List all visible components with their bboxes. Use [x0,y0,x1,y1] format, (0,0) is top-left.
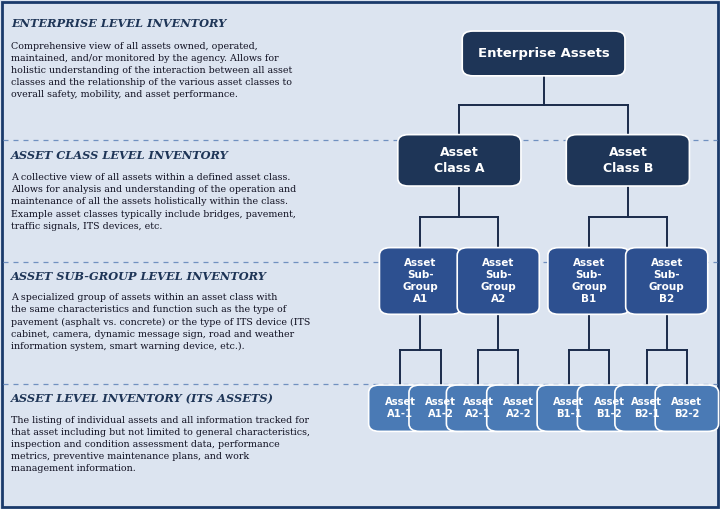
Text: ENTERPRISE LEVEL INVENTORY: ENTERPRISE LEVEL INVENTORY [11,18,226,29]
Text: A specialized group of assets within an asset class with
the same characteristic: A specialized group of assets within an … [11,293,310,351]
FancyBboxPatch shape [626,247,708,315]
Text: Asset
A1-1: Asset A1-1 [384,397,416,419]
Text: Comprehensive view of all assets owned, operated,
maintained, and/or monitored b: Comprehensive view of all assets owned, … [11,42,292,99]
Text: Asset
A2-1: Asset A2-1 [462,397,494,419]
Text: Asset
B2-2: Asset B2-2 [671,397,703,419]
FancyBboxPatch shape [446,385,510,432]
Text: Asset
B2-1: Asset B2-1 [631,397,662,419]
FancyBboxPatch shape [487,385,550,432]
FancyBboxPatch shape [457,247,539,315]
Text: Asset
Sub-
Group
A2: Asset Sub- Group A2 [480,258,516,304]
FancyBboxPatch shape [462,31,625,76]
Text: Enterprise Assets: Enterprise Assets [478,47,609,60]
Text: Asset
Sub-
Group
A1: Asset Sub- Group A1 [402,258,438,304]
Text: Asset
Class A: Asset Class A [434,146,485,175]
FancyBboxPatch shape [615,385,678,432]
Text: Asset
A1-2: Asset A1-2 [425,397,456,419]
Text: Asset
Class B: Asset Class B [603,146,653,175]
FancyBboxPatch shape [537,385,600,432]
Text: ASSET LEVEL INVENTORY (ITS ASSETS): ASSET LEVEL INVENTORY (ITS ASSETS) [11,393,274,404]
Text: ASSET CLASS LEVEL INVENTORY: ASSET CLASS LEVEL INVENTORY [11,150,228,161]
FancyBboxPatch shape [409,385,472,432]
FancyBboxPatch shape [577,385,641,432]
Text: Asset
Sub-
Group
B1: Asset Sub- Group B1 [571,258,607,304]
Text: Asset
B1-1: Asset B1-1 [553,397,585,419]
FancyBboxPatch shape [548,247,630,315]
FancyBboxPatch shape [379,247,462,315]
FancyBboxPatch shape [655,385,719,432]
FancyBboxPatch shape [369,385,432,432]
FancyBboxPatch shape [397,135,521,186]
Text: Asset
Sub-
Group
B2: Asset Sub- Group B2 [649,258,685,304]
FancyBboxPatch shape [566,135,690,186]
Text: Asset
A2-2: Asset A2-2 [503,397,534,419]
FancyBboxPatch shape [3,2,392,507]
Text: Asset
B1-2: Asset B1-2 [593,397,625,419]
Text: The listing of individual assets and all information tracked for
that asset incl: The listing of individual assets and all… [11,416,310,473]
Text: ASSET SUB-GROUP LEVEL INVENTORY: ASSET SUB-GROUP LEVEL INVENTORY [11,271,266,282]
Text: A collective view of all assets within a defined asset class.
Allows for analysi: A collective view of all assets within a… [11,173,296,231]
